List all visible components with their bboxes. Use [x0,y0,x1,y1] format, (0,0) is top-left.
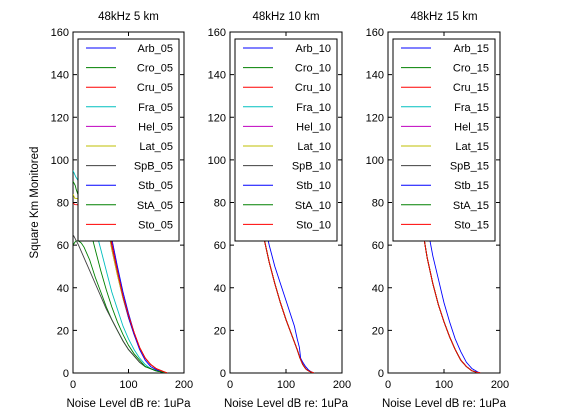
legend-entry: Hel_05 [138,121,173,133]
x-tick-label: 100 [119,379,137,391]
legend-entry: Cru_05 [137,82,173,94]
y-tick-label: 100 [208,155,226,167]
y-tick-label: 120 [51,112,69,124]
legend-entry: Fra_15 [454,102,489,114]
y-tick-label: 40 [57,283,69,295]
x-axis-label: Noise Level dB re: 1uPa [382,398,507,410]
legend-entry: Lat_10 [297,141,331,153]
legend-entry: Fra_05 [138,102,173,114]
chart-panel-3: 0 20 40 60 80 100 120 140 160 0 100 200 48kHz 15 km N… [366,11,510,410]
series-line-Stb_10 [263,219,315,373]
legend-entry: SpB_10 [292,161,331,173]
x-tick-label: 200 [491,379,509,391]
legend-entry: Stb_10 [296,180,331,192]
series-line-Stb_15 [426,223,481,373]
chart-panel-2: 0 20 40 60 80 100 120 140 160 0 100 200 48kHz 10 km N… [208,11,352,410]
chart-title: 48kHz 15 km [410,11,477,23]
x-tick-label: 100 [435,379,453,391]
legend-entry: Sto_05 [138,219,173,231]
legend-entry: StA_10 [295,200,331,212]
y-tick-label: 100 [366,155,384,167]
legend-entry: Lat_05 [139,141,173,153]
legend-entry: Hel_15 [454,121,489,133]
legend-entry: SpB_05 [134,161,173,173]
y-tick-label: 0 [378,368,384,380]
y-tick-label: 40 [214,283,226,295]
x-tick-label: 100 [277,379,295,391]
legend-entry: Cru_10 [295,82,331,94]
y-tick-label: 20 [57,325,69,337]
y-tick-label: 160 [51,27,69,39]
chart-panel-1: 0 20 40 60 80 100 120 140 160 0 100 200 48kHz 5 km No… [29,11,193,410]
legend-entry: Fra_10 [296,102,331,114]
y-tick-label: 140 [51,70,69,82]
y-tick-label: 60 [57,240,69,252]
y-tick-label: 120 [366,112,384,124]
legend-entry: SpB_15 [450,161,489,173]
y-tick-label: 60 [372,240,384,252]
legend-box [234,38,338,242]
series-line-StA_05 [73,180,168,373]
legend-entry: Sto_10 [296,219,331,231]
legend: Arb_10 Cro_10 Cru_10 Fra_10 Hel_10 Lat_10 SpB_… [234,38,338,242]
y-tick-label: 160 [208,27,226,39]
y-tick-label: 20 [372,325,384,337]
x-axis-label: Noise Level dB re: 1uPa [224,398,349,410]
x-tick-label: 0 [70,379,76,391]
y-axis-label: Square Km Monitored [29,147,41,259]
chart-title: 48kHz 10 km [252,11,319,23]
y-tick-label: 140 [208,70,226,82]
series-line-Sto_15 [421,223,481,373]
x-tick-label: 0 [227,379,233,391]
y-tick-label: 0 [220,368,226,380]
legend-entry: Arb_15 [454,43,489,55]
y-tick-label: 160 [366,27,384,39]
y-tick-label: 60 [214,240,226,252]
legend-entry: StA_15 [453,200,489,212]
y-tick-label: 40 [372,283,384,295]
y-tick-label: 80 [372,198,384,210]
y-tick-label: 20 [214,325,226,337]
y-tick-label: 80 [57,198,69,210]
legend-entry: Stb_15 [454,180,489,192]
x-tick-label: 200 [333,379,351,391]
legend-entry: Hel_10 [296,121,331,133]
legend: Arb_15 Cro_15 Cru_15 Fra_15 Hel_15 Lat_15 SpB_… [392,38,496,242]
legend-entry: Cro_15 [453,63,489,75]
y-tick-label: 140 [366,70,384,82]
y-tick-label: 100 [51,155,69,167]
legend-entry: Cro_05 [137,63,173,75]
y-tick-label: 120 [208,112,226,124]
legend-entry: Cru_15 [453,82,489,94]
y-tick-label: 80 [214,198,226,210]
x-tick-label: 0 [385,379,391,391]
chart-title: 48kHz 5 km [98,11,159,23]
legend-entry: Arb_05 [138,43,173,55]
series-line-Sto_10 [260,219,315,373]
legend-box [77,38,180,242]
legend-entry: StA_05 [137,200,173,212]
y-tick-label: 0 [63,368,69,380]
x-axis-label: Noise Level dB re: 1uPa [66,398,191,410]
legend-entry: Arb_10 [296,43,331,55]
series-lines [260,219,315,373]
legend-entry: Stb_05 [138,180,173,192]
series-lines [421,223,481,373]
legend-entry: Sto_15 [454,219,489,231]
x-tick-label: 200 [175,379,193,391]
legend-entry: Cro_10 [295,63,331,75]
legend-entry: Lat_15 [455,141,489,153]
legend: Arb_05 Cro_05 Cru_05 Fra_05 Hel_05 Lat_05 SpB_… [77,38,180,242]
legend-box [392,38,496,242]
